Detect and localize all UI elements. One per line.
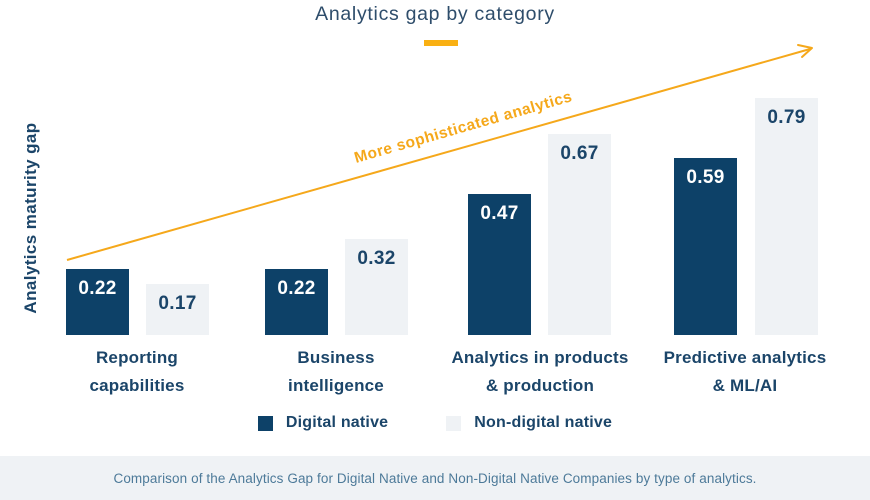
- legend-label: Non-digital native: [474, 414, 613, 431]
- legend-item-digital-native: Digital native: [257, 414, 389, 432]
- bar-digital-native-predictive-analytics: 0.59: [674, 158, 737, 335]
- category-line: Business: [297, 348, 375, 367]
- category-label-reporting-capabilities: Reporting capabilities: [37, 344, 237, 400]
- legend-swatch-digital-native: [257, 415, 273, 431]
- category-line: Predictive analytics: [663, 348, 827, 367]
- bar-value-label: 0.17: [158, 293, 197, 314]
- bar-digital-native-analytics-in-products: 0.47: [468, 194, 531, 335]
- trend-annotation: More sophisticated analytics: [352, 88, 574, 167]
- category-line: intelligence: [288, 376, 384, 395]
- category-line: & ML/AI: [712, 376, 778, 395]
- bar-non-digital-native-reporting: 0.17: [146, 284, 209, 335]
- y-axis-label: Analytics maturity gap: [21, 122, 40, 314]
- bar-non-digital-native-analytics-in-products: 0.67: [548, 134, 611, 335]
- bar-non-digital-native-predictive-analytics: 0.79: [755, 98, 818, 335]
- legend-swatch-non-digital-native: [446, 415, 462, 431]
- title-underline-accent: [424, 40, 458, 46]
- legend-item-non-digital-native: Non-digital native: [446, 414, 612, 432]
- bar-value-label: 0.79: [767, 107, 806, 128]
- category-label-analytics-in-products: Analytics in products & production: [425, 344, 655, 400]
- bar-value-label: 0.22: [277, 278, 316, 299]
- legend: Digital native Non-digital native: [0, 414, 870, 432]
- bar-value-label: 0.59: [686, 167, 725, 188]
- bar-value-label: 0.67: [560, 143, 599, 164]
- footer-caption: Comparison of the Analytics Gap for Digi…: [113, 470, 757, 486]
- trend-arrow-head-icon: [797, 44, 813, 58]
- chart-title: Analytics gap by category: [315, 3, 555, 25]
- category-line: capabilities: [89, 376, 185, 395]
- bar-value-label: 0.32: [357, 248, 396, 269]
- footer-strip: Comparison of the Analytics Gap for Digi…: [0, 456, 870, 500]
- bar-non-digital-native-business-intelligence: 0.32: [345, 239, 408, 335]
- legend-label: Digital native: [285, 414, 389, 431]
- bar-value-label: 0.22: [78, 278, 117, 299]
- bar-value-label: 0.47: [480, 203, 519, 224]
- category-line: Analytics in products: [451, 348, 629, 367]
- category-line: Reporting: [95, 348, 179, 367]
- bar-digital-native-business-intelligence: 0.22: [265, 269, 328, 335]
- category-label-predictive-analytics: Predictive analytics & ML/AI: [630, 344, 860, 400]
- bar-digital-native-reporting: 0.22: [66, 269, 129, 335]
- category-line: & production: [485, 376, 595, 395]
- category-label-business-intelligence: Business intelligence: [236, 344, 436, 400]
